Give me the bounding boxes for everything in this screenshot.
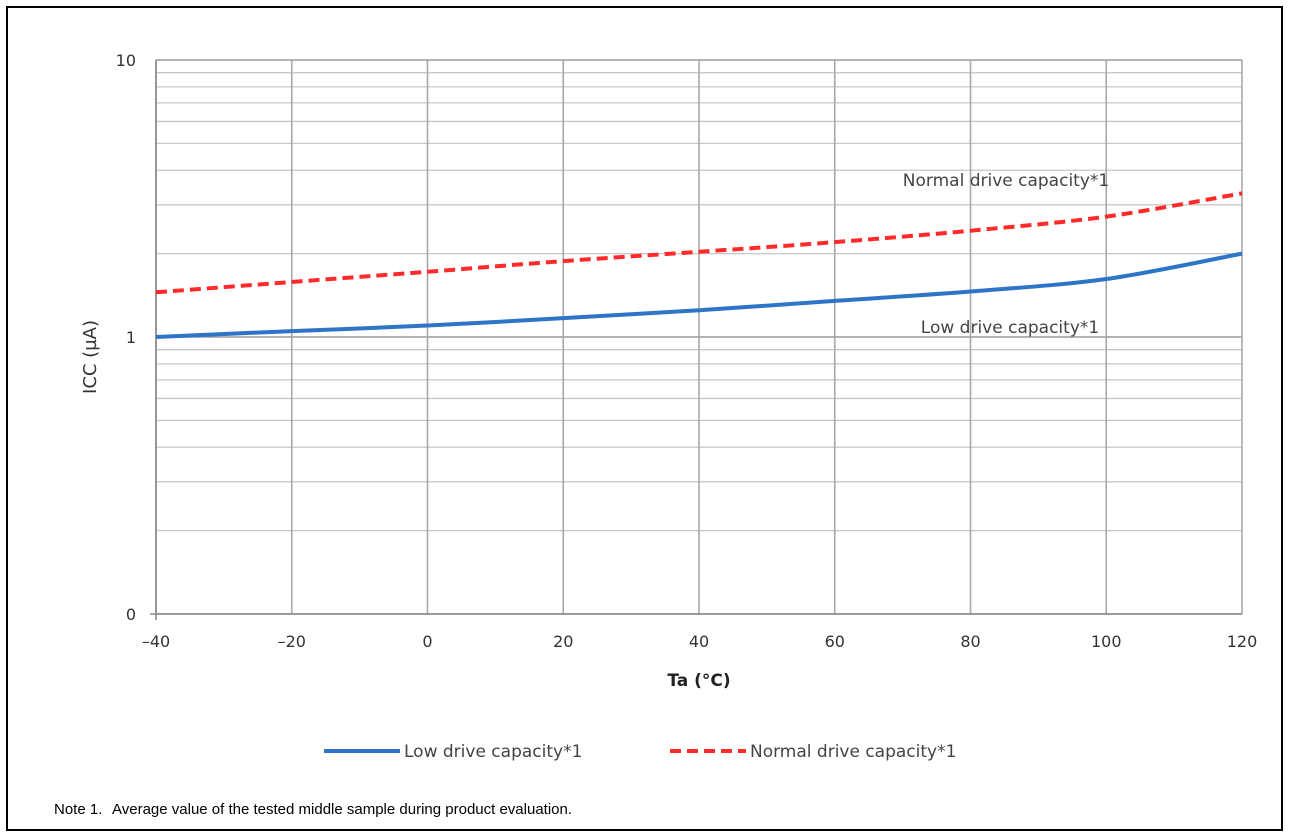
x-tick-label: –20 bbox=[278, 632, 306, 651]
series-line-low-drive bbox=[155, 251, 1243, 339]
x-tick-label: 40 bbox=[689, 632, 709, 651]
series-line-normal-drive bbox=[155, 191, 1243, 295]
x-tick-label: 80 bbox=[960, 632, 980, 651]
x-tick-label: 100 bbox=[1091, 632, 1122, 651]
footnote-label: Note 1. bbox=[54, 801, 103, 818]
x-tick-labels: –40 –20 0 20 40 60 80 100 120 bbox=[142, 632, 1257, 651]
y-tick-labels: 0 1 10 bbox=[116, 51, 136, 624]
chart: 0 1 10 –40 –20 0 20 40 60 80 100 120 Low drive cap… bbox=[80, 51, 1257, 762]
series-annotations: Low drive capacity*1 Normal drive capacit… bbox=[903, 171, 1109, 338]
legend-label-low-drive: Low drive capacity*1 bbox=[404, 742, 582, 762]
x-tick-label: 0 bbox=[422, 632, 432, 651]
x-tick-label: 20 bbox=[553, 632, 573, 651]
x-tick-label: –40 bbox=[142, 632, 170, 651]
legend: Low drive capacity*1 Normal drive capacit… bbox=[324, 742, 956, 762]
figure-frame: 0 1 10 –40 –20 0 20 40 60 80 100 120 Low drive cap… bbox=[6, 6, 1283, 831]
series-lines bbox=[155, 191, 1243, 339]
legend-label-normal-drive: Normal drive capacity*1 bbox=[750, 742, 956, 762]
axes bbox=[150, 60, 1242, 620]
footnote: Note 1. Average value of the tested middl… bbox=[54, 801, 572, 818]
y-axis-label: ICC (µA) bbox=[80, 320, 101, 394]
x-tick-label: 120 bbox=[1227, 632, 1258, 651]
x-tick-label: 60 bbox=[825, 632, 845, 651]
grid bbox=[155, 59, 1243, 615]
annotation-low-drive: Low drive capacity*1 bbox=[921, 318, 1099, 338]
x-axis-label: Ta (°C) bbox=[667, 671, 730, 691]
y-tick-label: 1 bbox=[126, 328, 136, 347]
footnote-text: Average value of the tested middle sampl… bbox=[112, 801, 573, 818]
y-tick-label: 0 bbox=[126, 605, 136, 624]
annotation-normal-drive: Normal drive capacity*1 bbox=[903, 171, 1109, 191]
y-tick-label: 10 bbox=[116, 51, 136, 70]
